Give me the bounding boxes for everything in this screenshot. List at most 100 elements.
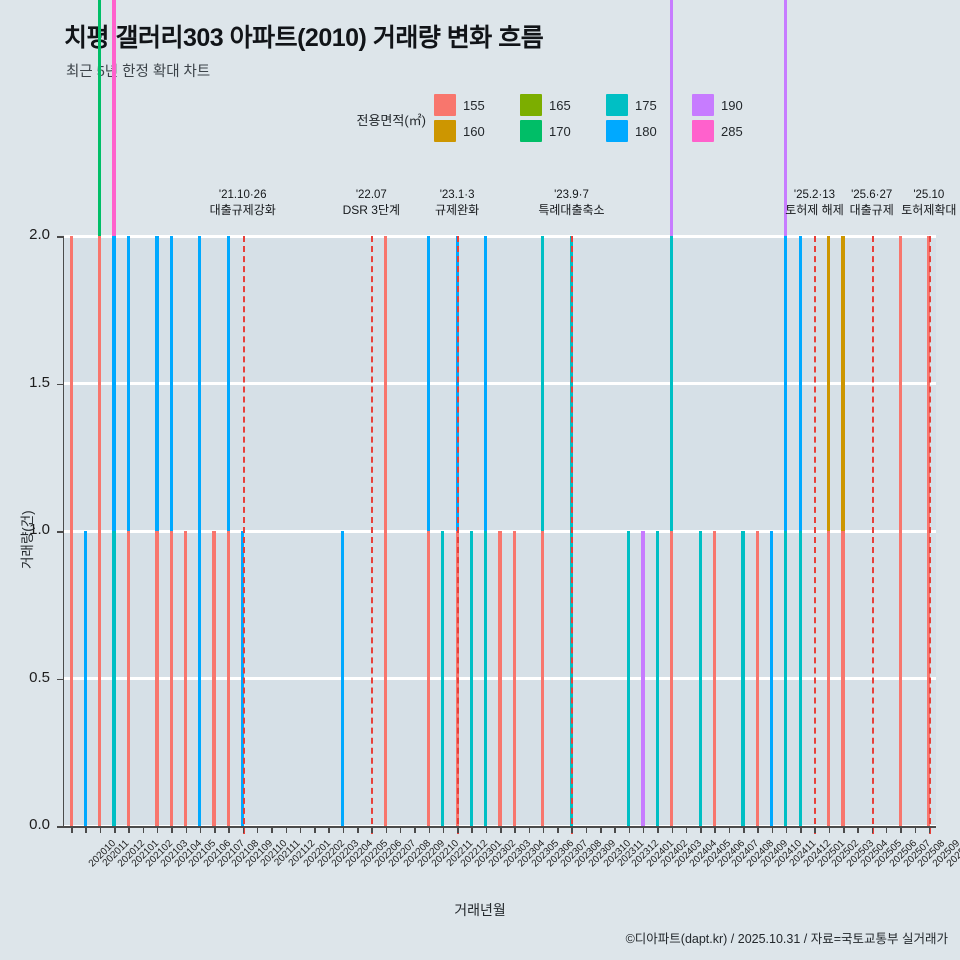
bar-202101-175[interactable] xyxy=(112,531,116,826)
x-axis-tick-mark xyxy=(342,826,345,833)
bar-202012-170[interactable] xyxy=(98,0,102,236)
bar-202211-180[interactable] xyxy=(426,236,431,531)
event-label-202110: '21.10·26 대출규제강화 xyxy=(173,188,313,218)
x-axis-tick-mark xyxy=(757,826,759,833)
event-line-202110 xyxy=(242,236,245,834)
bar-202501-180[interactable] xyxy=(798,236,802,531)
legend-item-190[interactable]: 190 xyxy=(692,92,778,118)
bar-202504-155[interactable] xyxy=(841,531,845,826)
bar-202410-155[interactable] xyxy=(755,531,759,826)
legend-item-170[interactable]: 170 xyxy=(520,118,606,144)
bar-202404-175[interactable] xyxy=(669,236,674,531)
bar-202303-180[interactable] xyxy=(484,236,488,531)
bar-202205-180[interactable] xyxy=(341,531,345,826)
bar-202409-175[interactable] xyxy=(741,531,745,826)
bar-202211-155[interactable] xyxy=(426,531,431,826)
bar-202301-180[interactable] xyxy=(455,236,459,531)
event-line-202502 xyxy=(814,236,817,834)
legend-label: 160 xyxy=(463,123,485,139)
bar-202105-155[interactable] xyxy=(169,531,173,826)
bar-202108-155[interactable] xyxy=(212,531,216,826)
bar-202010-155[interactable] xyxy=(69,236,73,826)
page-subtitle: 최근 5년 한정 확대 차트 xyxy=(66,64,211,80)
bar-202503-155[interactable] xyxy=(827,531,831,826)
bar-202212-175[interactable] xyxy=(441,531,445,826)
bar-202102-180[interactable] xyxy=(126,236,130,531)
legend-item-180[interactable]: 180 xyxy=(606,118,692,144)
legend-title: 전용면적(㎡) xyxy=(356,113,427,128)
legend-item-285[interactable]: 285 xyxy=(692,118,778,144)
bar-202109-155[interactable] xyxy=(226,531,230,826)
x-axis-tick-mark xyxy=(457,826,459,833)
bar-202104-155[interactable] xyxy=(155,531,159,826)
bar-202412-180[interactable] xyxy=(784,236,788,531)
x-axis-tick-mark xyxy=(85,826,87,833)
bar-202302-175[interactable] xyxy=(469,531,473,826)
bar-202101-180[interactable] xyxy=(112,236,116,531)
bar-202501-175[interactable] xyxy=(798,531,802,826)
legend-label: 175 xyxy=(635,97,657,113)
bar-202401-175[interactable] xyxy=(627,531,631,826)
bar-202105-180[interactable] xyxy=(169,236,173,531)
bar-202011-180[interactable] xyxy=(83,531,88,826)
bar-202404-190[interactable] xyxy=(669,0,674,236)
bar-202305-155[interactable] xyxy=(512,531,516,826)
bar-202101-285[interactable] xyxy=(112,0,116,236)
y-axis-tick-label: 1.0 xyxy=(29,521,50,538)
x-axis-tick-mark xyxy=(628,826,631,833)
x-axis-tick-mark xyxy=(471,826,473,833)
bar-202107-180[interactable] xyxy=(198,236,202,826)
legend-item-160[interactable]: 160 xyxy=(434,118,520,144)
bar-202412-175[interactable] xyxy=(784,531,788,826)
event-label-202502: '25.2·13 토허제 해제 xyxy=(744,188,884,218)
event-date: '21.10·26 xyxy=(218,189,267,201)
event-date: '25.10 xyxy=(913,189,945,201)
bar-202208-155[interactable] xyxy=(384,236,388,826)
bar-202307-175[interactable] xyxy=(541,236,545,531)
bar-202012-155[interactable] xyxy=(98,236,102,826)
x-axis-tick-mark xyxy=(414,826,416,833)
bar-202307-155[interactable] xyxy=(541,531,545,826)
bar-202102-155[interactable] xyxy=(126,531,130,826)
bar-202402-190[interactable] xyxy=(641,531,645,826)
legend-swatch-icon xyxy=(606,94,628,116)
event-label-202207: '22.07 DSR 3단계 xyxy=(301,188,441,218)
bar-202407-155[interactable] xyxy=(712,531,716,826)
x-axis-tick-mark xyxy=(214,826,216,833)
x-axis-tick-mark xyxy=(485,826,488,833)
x-axis-tick-mark xyxy=(500,826,502,833)
x-axis-tick-mark xyxy=(571,826,573,833)
x-axis-tick-mark xyxy=(228,826,230,833)
bar-202411-180[interactable] xyxy=(770,531,774,826)
bar-202503-160[interactable] xyxy=(827,236,831,531)
x-axis-tick-mark xyxy=(685,826,688,833)
x-axis-tick-mark xyxy=(671,826,674,833)
x-axis-tick-mark xyxy=(114,826,116,833)
legend-label: 190 xyxy=(721,97,743,113)
bar-202106-155[interactable] xyxy=(183,531,188,826)
bar-202412-190[interactable] xyxy=(784,0,788,236)
bar-202404-155[interactable] xyxy=(669,531,674,826)
legend: 전용면적(㎡) 155 165 175 190 160 170 180 285 xyxy=(330,92,743,148)
legend-swatch-icon xyxy=(520,120,542,142)
bar-202109-180[interactable] xyxy=(226,236,230,531)
bar-202406-175[interactable] xyxy=(698,531,702,826)
bar-202110-180[interactable] xyxy=(241,531,245,826)
bar-202508-155[interactable] xyxy=(898,236,902,826)
bar-202403-175[interactable] xyxy=(655,531,659,826)
legend-item-155[interactable]: 155 xyxy=(434,92,520,118)
legend-item-175[interactable]: 175 xyxy=(606,92,692,118)
bar-202303-175[interactable] xyxy=(484,531,488,826)
bar-202104-180[interactable] xyxy=(155,236,159,531)
bar-202301-155[interactable] xyxy=(455,531,459,826)
event-label-202510: '25.10 토허제확대 xyxy=(859,188,960,218)
event-line-202510 xyxy=(928,236,931,834)
event-line-202207 xyxy=(371,236,374,834)
bar-202504-160[interactable] xyxy=(841,236,845,531)
y-axis-tick-mark xyxy=(57,383,63,385)
legend-item-165[interactable]: 165 xyxy=(520,92,606,118)
x-axis-tick-mark xyxy=(171,826,173,833)
x-axis-tick-mark xyxy=(399,826,402,833)
legend-items: 155 165 175 190 160 170 180 285 xyxy=(434,92,778,144)
bar-202304-155[interactable] xyxy=(498,531,502,826)
